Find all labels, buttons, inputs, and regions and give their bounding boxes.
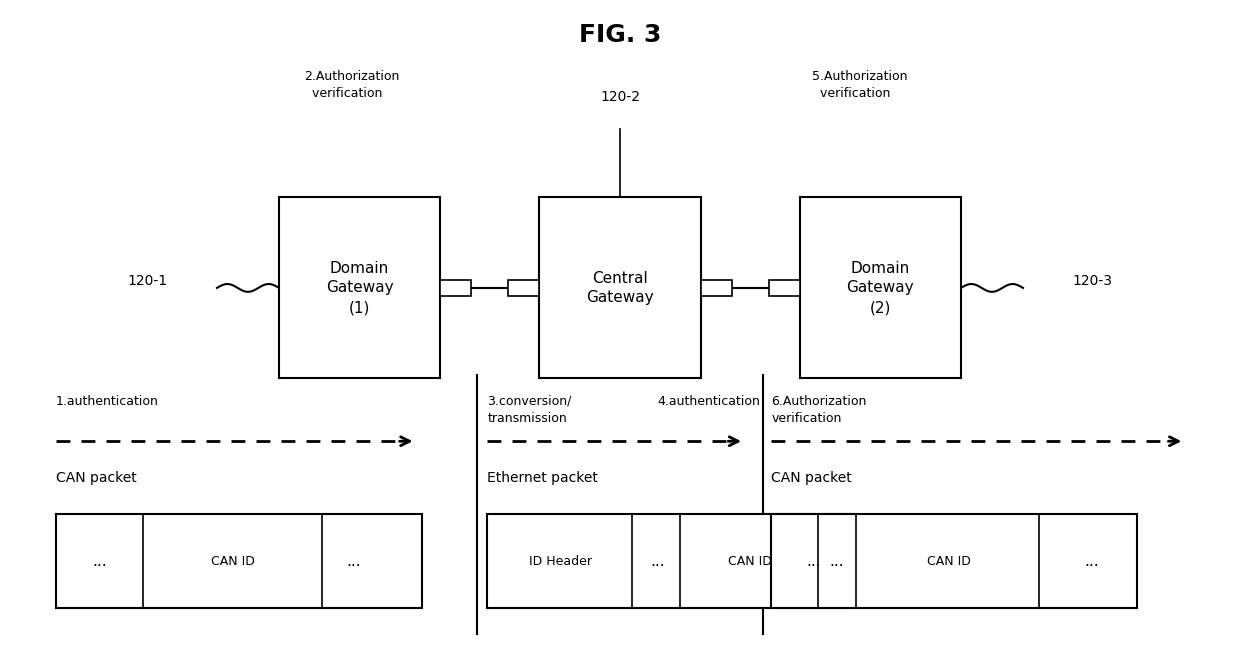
Bar [539, 197, 701, 378]
Text: 1.authentication: 1.authentication [56, 395, 159, 408]
Text: 120-3: 120-3 [1073, 274, 1112, 289]
Bar [279, 197, 440, 378]
Bar [440, 280, 471, 296]
Text: ...: ... [650, 554, 665, 569]
Bar [800, 197, 961, 378]
Text: CAN ID: CAN ID [728, 554, 773, 568]
Text: 4.authentication: 4.authentication [657, 395, 760, 408]
Text: Central
Gateway: Central Gateway [587, 270, 653, 305]
Text: ID Header: ID Header [529, 554, 591, 568]
Text: ...: ... [806, 554, 821, 569]
Text: 120-2: 120-2 [600, 89, 640, 104]
Text: 3.conversion/
transmission: 3.conversion/ transmission [487, 395, 572, 424]
Text: 6.Authorization
verification: 6.Authorization verification [771, 395, 867, 424]
Text: 120-1: 120-1 [128, 274, 167, 289]
Text: 2.Authorization
  verification: 2.Authorization verification [304, 71, 399, 100]
Bar [56, 514, 422, 608]
Text: CAN packet: CAN packet [771, 471, 852, 485]
Text: FIG. 3: FIG. 3 [579, 23, 661, 47]
Bar [487, 514, 853, 608]
Text: 5.Authorization
  verification: 5.Authorization verification [812, 71, 908, 100]
Bar [769, 280, 800, 296]
Bar [771, 514, 1137, 608]
Text: CAN ID: CAN ID [926, 554, 971, 568]
Text: Domain
Gateway
(2): Domain Gateway (2) [847, 261, 914, 315]
Text: CAN packet: CAN packet [56, 471, 136, 485]
Text: Domain
Gateway
(1): Domain Gateway (1) [326, 261, 393, 315]
Text: ...: ... [92, 554, 107, 569]
Bar [508, 280, 539, 296]
Text: ...: ... [830, 554, 844, 569]
Bar [701, 280, 732, 296]
Text: ...: ... [1084, 554, 1099, 569]
Text: CAN ID: CAN ID [211, 554, 255, 568]
Text: ...: ... [346, 554, 361, 569]
Text: Ethernet packet: Ethernet packet [487, 471, 598, 485]
